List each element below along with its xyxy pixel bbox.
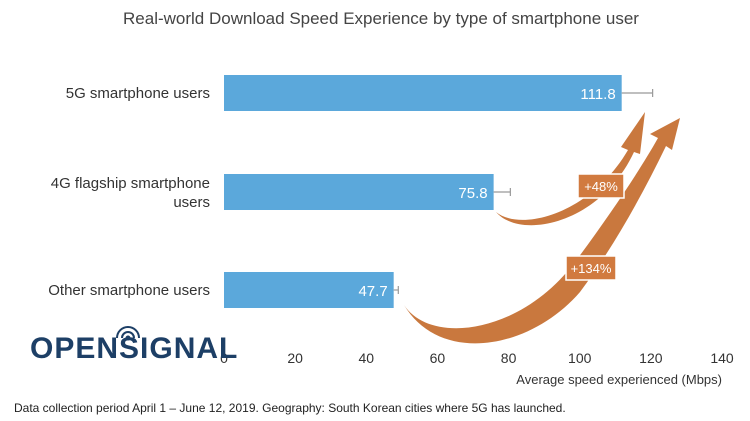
x-tick-label: 120	[639, 350, 663, 366]
annotation-box	[577, 173, 625, 199]
signal-waves-icon	[116, 326, 140, 341]
x-tick-label: 60	[430, 350, 446, 366]
x-tick-label: 0	[220, 350, 228, 366]
growth-annotations: +48% +134%	[565, 173, 625, 281]
category-label: 4G flagship smartphone users	[51, 175, 210, 211]
x-tick-label: 40	[358, 350, 374, 366]
x-tick-label: 140	[710, 350, 734, 366]
wave-dot	[125, 335, 131, 341]
value-label: 47.7	[358, 283, 387, 300]
value-label: 75.8	[458, 185, 487, 202]
opensignal-logo: OPENSIGNAL	[30, 326, 237, 365]
category-label: Other smartphone users	[48, 282, 210, 299]
x-axis-label: Average speed experienced (Mbps)	[516, 372, 722, 387]
wave-arc	[121, 331, 135, 339]
x-tick-label: 100	[568, 350, 592, 366]
bars: 111.8 75.8 47.7	[224, 75, 654, 308]
bar	[224, 75, 622, 111]
chart-title: Real-world Download Speed Experience by …	[123, 9, 639, 28]
value-label: 111.8	[580, 86, 615, 103]
x-axis-ticks: 0 20 40 60 80 100 120 140	[220, 350, 734, 366]
wave-arc	[116, 326, 140, 339]
annotation-label: +134%	[571, 261, 612, 276]
x-tick-label: 80	[501, 350, 517, 366]
category-label: 5G smartphone users	[66, 85, 210, 102]
footnote: Data collection period April 1 – June 12…	[14, 401, 566, 415]
annotation-label: +48%	[584, 179, 618, 194]
growth-arrows	[404, 112, 680, 344]
x-tick-label: 20	[287, 350, 303, 366]
bar	[224, 174, 494, 210]
bar	[224, 272, 394, 308]
arrow-other-to-5g	[404, 118, 680, 344]
annotation-box	[565, 255, 617, 281]
category-labels: 5G smartphone users 4G flagship smartphon…	[48, 85, 210, 299]
